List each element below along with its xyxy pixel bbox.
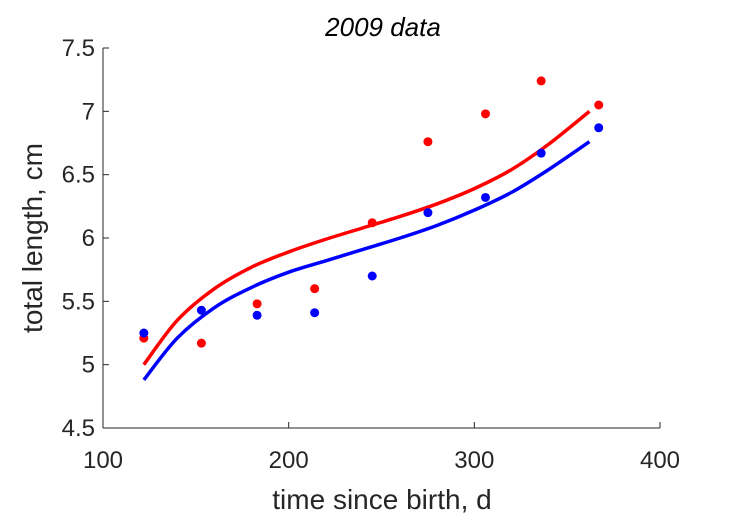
x-axis-label: time since birth, d xyxy=(272,484,491,515)
y-tick-label: 6 xyxy=(82,225,95,252)
blue-data-point xyxy=(480,192,490,202)
blue-data-point xyxy=(536,148,546,158)
plot-area: 100 200 300 400 4.5 5 5.5 6 6.5 7 7.5 xyxy=(62,35,680,474)
y-tick-label: 7.5 xyxy=(62,35,95,62)
fit-lines xyxy=(142,109,591,381)
blue-data-point xyxy=(252,310,262,320)
red-data-point xyxy=(594,100,604,110)
y-tick-label: 5 xyxy=(82,352,95,379)
chart-title: 2009 data xyxy=(324,12,441,42)
red-data-point xyxy=(480,109,490,119)
x-tick-label: 200 xyxy=(269,447,309,474)
blue-data-point xyxy=(367,271,377,281)
blue-data-point xyxy=(594,123,604,133)
y-tick-label: 6.5 xyxy=(62,162,95,189)
x-tick-label: 100 xyxy=(83,447,123,474)
red-data-point xyxy=(252,299,262,309)
blue-data-point xyxy=(310,308,320,318)
blue-data-point xyxy=(196,305,206,315)
red-data-point xyxy=(423,137,433,147)
blue-data-point xyxy=(139,328,149,338)
y-axis-label: total length, cm xyxy=(17,143,48,333)
y-tick-label: 7 xyxy=(82,98,95,125)
red-fit-line xyxy=(142,109,591,366)
blue-data-point xyxy=(423,208,433,218)
x-tick-label: 400 xyxy=(640,447,680,474)
y-tick-label: 4.5 xyxy=(62,415,95,442)
x-tick-label: 300 xyxy=(454,447,494,474)
data-points xyxy=(139,76,604,348)
y-ticks: 4.5 5 5.5 6 6.5 7 7.5 xyxy=(62,35,109,442)
red-data-point xyxy=(196,338,206,348)
blue-fit-line xyxy=(142,140,591,381)
red-data-point xyxy=(310,284,320,294)
y-tick-label: 5.5 xyxy=(62,288,95,315)
red-data-point xyxy=(536,76,546,86)
red-data-point xyxy=(367,218,377,228)
x-ticks: 100 200 300 400 xyxy=(83,422,680,474)
